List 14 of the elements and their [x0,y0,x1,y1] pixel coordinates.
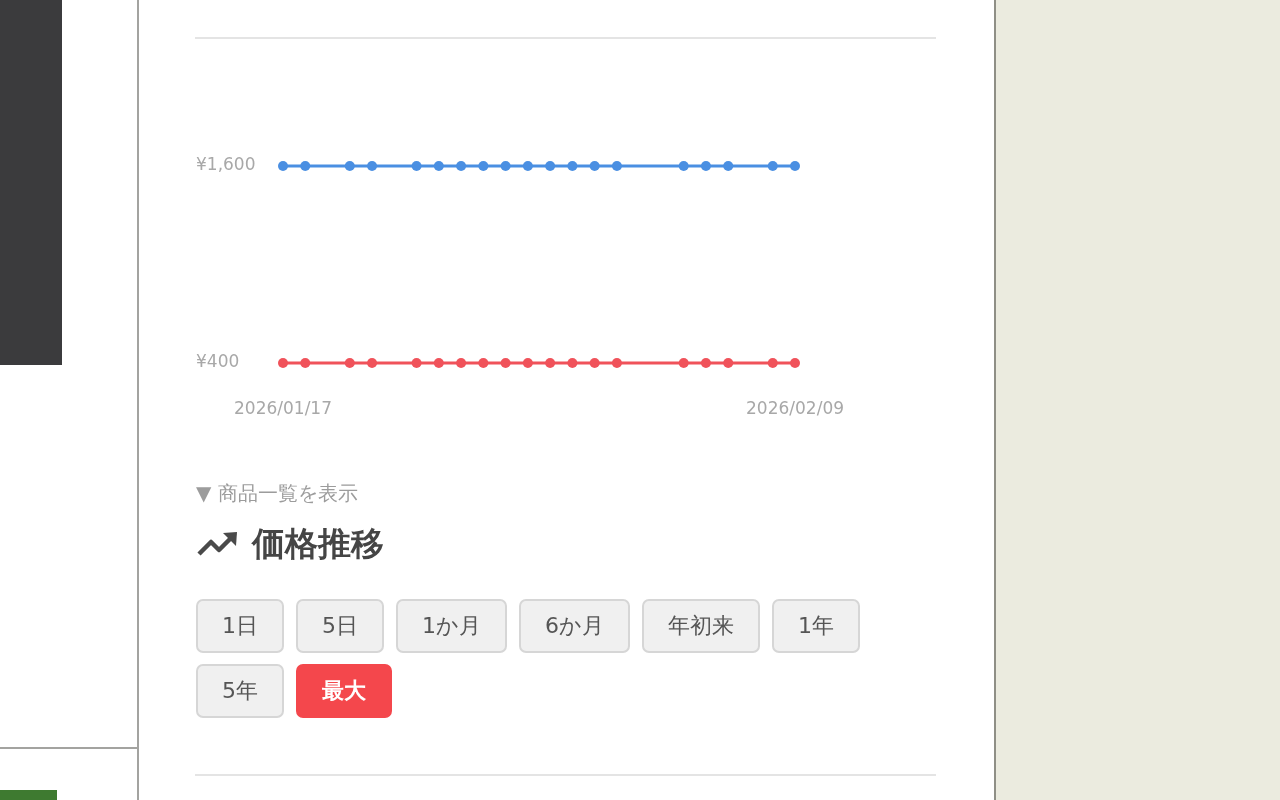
text: ▼ 商品一覧を表示 [196,480,358,507]
range-button[interactable]: 最大 [296,664,392,718]
range-button[interactable]: 5年 [196,664,284,718]
y-tick-label: ¥400 [196,351,240,372]
range-button[interactable]: 年初来 [642,599,760,653]
range-button[interactable]: 5日 [296,599,384,653]
range-button[interactable]: 1年 [772,599,860,653]
range-button[interactable]: 6か月 [519,599,630,653]
range-button[interactable]: 1日 [196,599,284,653]
y-tick-label: ¥1,600 [196,154,256,175]
x-tick-label: 2026/01/17 [234,397,332,418]
x-tick-label: 2026/02/09 [746,397,844,418]
range-button[interactable]: 1か月 [396,599,507,653]
text: 価格推移 [252,523,384,565]
